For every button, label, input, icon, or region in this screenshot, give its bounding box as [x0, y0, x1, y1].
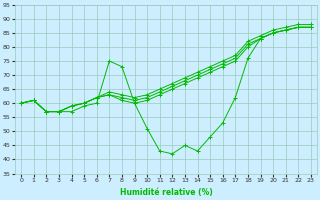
X-axis label: Humidité relative (%): Humidité relative (%)	[120, 188, 212, 197]
